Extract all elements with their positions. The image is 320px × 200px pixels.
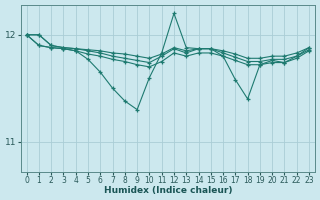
- X-axis label: Humidex (Indice chaleur): Humidex (Indice chaleur): [104, 186, 232, 195]
